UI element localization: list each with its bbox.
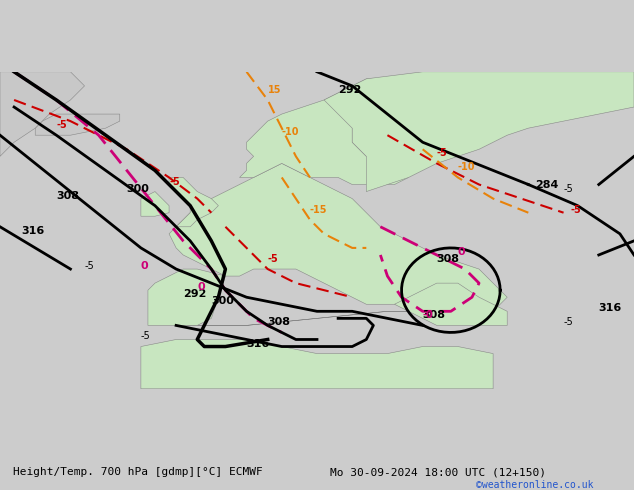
Text: ©weatheronline.co.uk: ©weatheronline.co.uk [476, 480, 593, 490]
Text: 316: 316 [21, 226, 44, 236]
Polygon shape [141, 192, 169, 216]
Text: -10: -10 [281, 127, 299, 137]
Text: -5: -5 [571, 205, 581, 215]
Text: 308: 308 [423, 310, 446, 320]
Text: -5: -5 [564, 184, 573, 194]
Text: -0: -0 [423, 310, 434, 320]
Text: Mo 30-09-2024 18:00 UTC (12+150): Mo 30-09-2024 18:00 UTC (12+150) [330, 467, 546, 477]
Polygon shape [148, 269, 226, 325]
Text: 292: 292 [183, 289, 207, 299]
Text: 15: 15 [268, 85, 281, 95]
Text: 292: 292 [338, 85, 361, 95]
Text: -15: -15 [310, 205, 327, 215]
Text: -5: -5 [84, 261, 94, 271]
Text: 0: 0 [458, 247, 465, 257]
Polygon shape [240, 79, 423, 185]
Text: -5: -5 [56, 120, 67, 130]
Text: -5: -5 [141, 332, 151, 342]
Text: 308: 308 [437, 254, 460, 264]
Text: Height/Temp. 700 hPa [gdmp][°C] ECMWF: Height/Temp. 700 hPa [gdmp][°C] ECMWF [13, 467, 262, 477]
Text: 300: 300 [127, 184, 150, 194]
Polygon shape [36, 114, 120, 135]
Polygon shape [324, 72, 634, 192]
Text: 308: 308 [268, 318, 290, 327]
Polygon shape [169, 163, 507, 325]
Polygon shape [141, 340, 493, 389]
Text: -5: -5 [169, 176, 180, 187]
Text: -5: -5 [564, 318, 573, 327]
Text: 316: 316 [247, 339, 270, 348]
Polygon shape [169, 177, 218, 227]
Text: 0: 0 [141, 261, 148, 271]
Text: 308: 308 [56, 191, 79, 200]
Text: -5: -5 [268, 254, 278, 264]
Text: 284: 284 [535, 180, 559, 190]
Text: 300: 300 [211, 296, 234, 306]
Text: -10: -10 [458, 162, 476, 172]
Polygon shape [394, 283, 507, 325]
Text: 0: 0 [197, 282, 205, 292]
Polygon shape [0, 72, 84, 156]
Text: 316: 316 [598, 303, 622, 313]
Text: -5: -5 [437, 148, 448, 158]
